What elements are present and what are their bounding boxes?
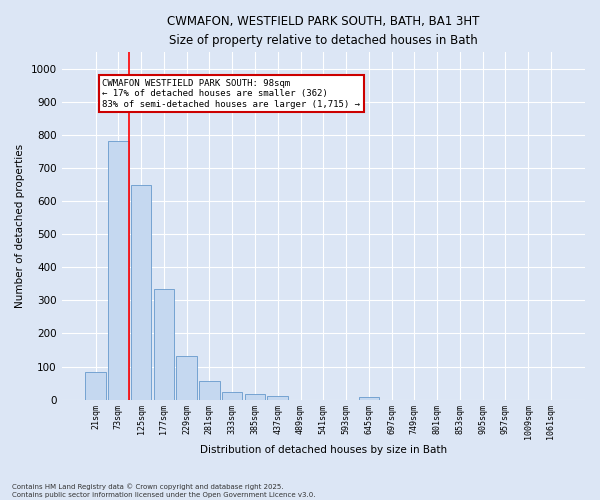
X-axis label: Distribution of detached houses by size in Bath: Distribution of detached houses by size … [200,445,447,455]
Bar [268,396,288,400]
Title: CWMAFON, WESTFIELD PARK SOUTH, BATH, BA1 3HT
Size of property relative to detach: CWMAFON, WESTFIELD PARK SOUTH, BATH, BA1… [167,15,479,47]
Bar [176,356,197,400]
Bar [222,392,242,400]
Bar [359,397,379,400]
Bar [199,380,220,400]
Bar [131,186,151,400]
Y-axis label: Number of detached properties: Number of detached properties [15,144,25,308]
Bar [154,289,174,400]
Text: Contains HM Land Registry data © Crown copyright and database right 2025.
Contai: Contains HM Land Registry data © Crown c… [12,484,316,498]
Text: CWMAFON WESTFIELD PARK SOUTH: 98sqm
← 17% of detached houses are smaller (362)
8: CWMAFON WESTFIELD PARK SOUTH: 98sqm ← 17… [103,79,361,108]
Bar [85,372,106,400]
Bar [245,394,265,400]
Bar [108,140,128,400]
